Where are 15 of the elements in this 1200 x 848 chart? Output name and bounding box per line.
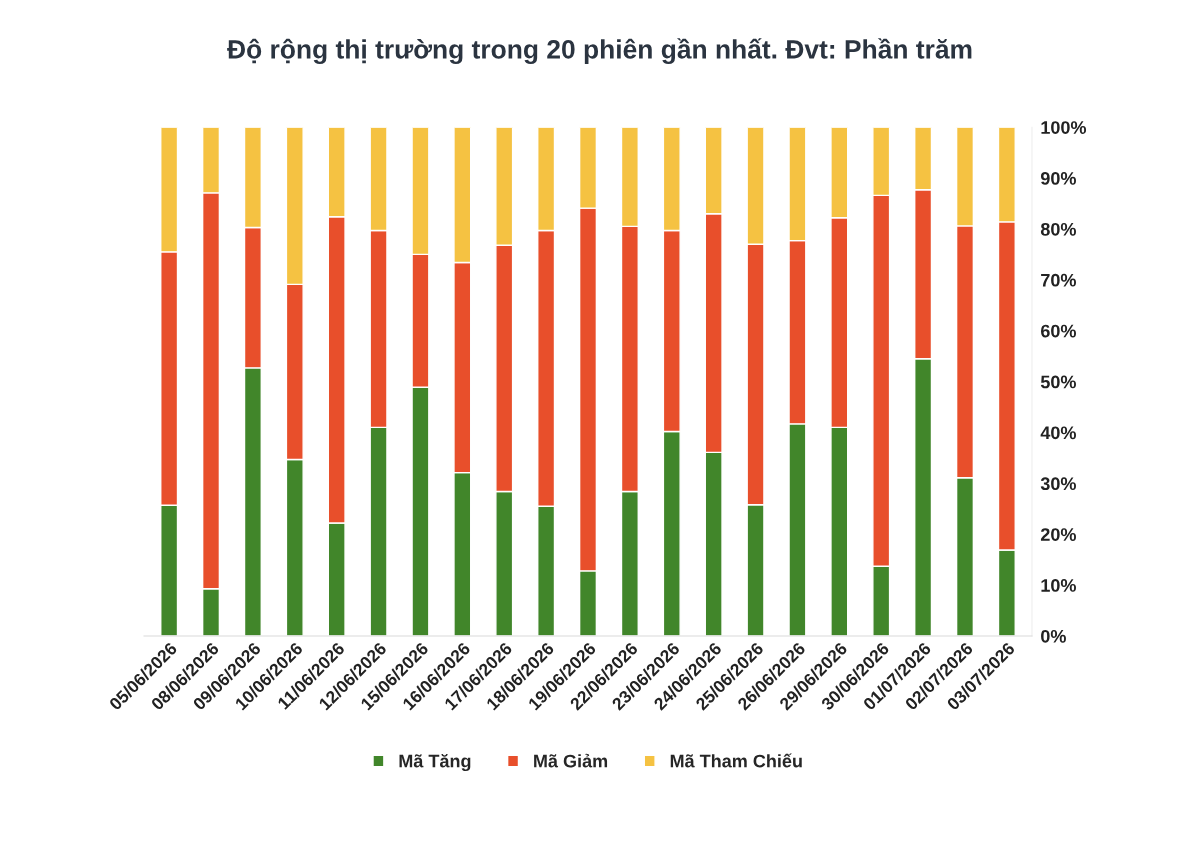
y-tick-label: 80% (1040, 222, 1076, 236)
y-tick-label: 30% (1040, 477, 1076, 491)
y-tick-label: 50% (1040, 375, 1076, 389)
y-tick-label: 60% (1040, 324, 1076, 338)
legend-label: Mã Tăng (399, 754, 471, 772)
y-tick-label: 90% (1040, 172, 1076, 185)
chart-title: Độ rộng thị trường trong 20 phiên gần nhất. Đvt: Phần trăm (227, 38, 972, 65)
y-tick-label: 20% (1040, 528, 1076, 541)
y-tick-label: 10% (1041, 579, 1076, 592)
legend-label: Mã Giảm (534, 753, 608, 768)
y-tick-label: 100% (1041, 121, 1087, 134)
y-tick-label: 70% (1041, 273, 1076, 287)
y-tick-label: 40% (1040, 426, 1076, 440)
y-tick-label: 0% (1041, 629, 1066, 643)
legend-label: Mã Tham Chiếu (670, 753, 802, 768)
